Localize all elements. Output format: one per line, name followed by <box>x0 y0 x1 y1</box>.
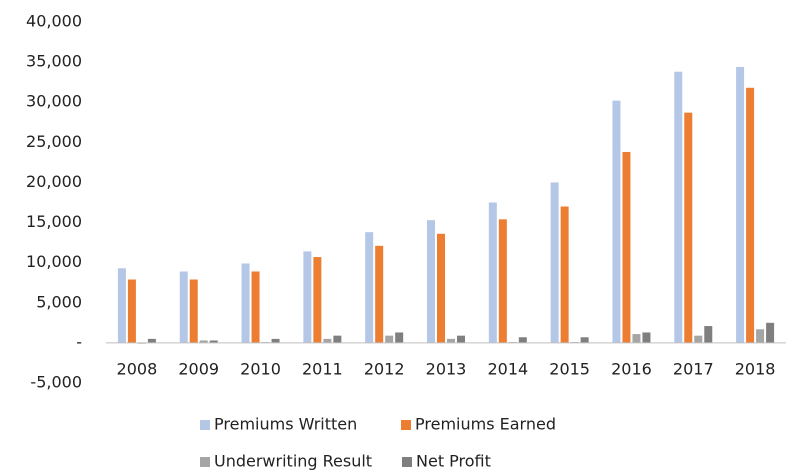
legend-swatch <box>200 420 210 430</box>
legend-label: Premiums Written <box>214 415 357 434</box>
bar <box>189 279 198 343</box>
x-tick-label: 2016 <box>611 360 652 379</box>
x-tick-label: 2011 <box>302 360 343 379</box>
bar <box>375 245 384 343</box>
bar <box>437 233 445 343</box>
bar <box>395 332 404 343</box>
bar <box>117 268 126 343</box>
y-tick-label: 40,000 <box>26 12 82 31</box>
bar <box>642 332 651 343</box>
bar <box>694 335 703 343</box>
bar <box>704 326 713 343</box>
y-tick-label: 30,000 <box>26 92 82 111</box>
bar <box>127 279 136 343</box>
bar <box>746 87 755 343</box>
bar <box>684 112 693 343</box>
y-tick-label: 15,000 <box>26 212 82 231</box>
bar <box>365 232 374 343</box>
bar <box>323 338 332 343</box>
legend-label: Underwriting Result <box>214 452 372 471</box>
y-tick-label: 10,000 <box>26 252 82 271</box>
y-tick-label: 35,000 <box>26 52 82 71</box>
legend-swatch <box>401 420 411 430</box>
bar <box>736 66 745 343</box>
legend-swatch <box>200 457 210 467</box>
y-tick-label: 5,000 <box>36 292 82 311</box>
bar <box>612 100 621 343</box>
x-tick-label: 2012 <box>364 360 405 379</box>
x-tick-label: 2013 <box>426 360 467 379</box>
bar <box>550 182 559 343</box>
bar <box>457 335 465 343</box>
bar <box>674 71 683 343</box>
bar <box>385 335 394 343</box>
x-tick-label: 2009 <box>178 360 219 379</box>
x-tick-label: 2008 <box>117 360 158 379</box>
bar <box>179 271 188 343</box>
bar <box>498 219 507 343</box>
bar <box>518 337 527 343</box>
bar <box>447 338 455 343</box>
x-tick-label: 2010 <box>240 360 281 379</box>
x-tick-label: 2017 <box>673 360 714 379</box>
bar <box>766 322 775 343</box>
bar <box>488 202 497 343</box>
bar <box>427 220 435 343</box>
bar <box>271 338 280 343</box>
y-tick-label: - <box>76 332 82 351</box>
bar <box>580 337 589 343</box>
bar <box>241 263 250 343</box>
y-tick-label: -5,000 <box>30 373 82 392</box>
x-tick-label: 2018 <box>735 360 776 379</box>
bar <box>756 329 765 343</box>
bar <box>632 334 641 343</box>
bar <box>313 257 322 343</box>
legend-label: Premiums Earned <box>415 415 556 434</box>
bar <box>251 271 260 343</box>
bar <box>303 251 312 343</box>
bar <box>209 340 218 343</box>
bar <box>199 340 208 343</box>
y-tick-label: 20,000 <box>26 172 82 191</box>
bar <box>560 206 569 343</box>
bar <box>333 335 342 343</box>
legend-swatch <box>402 457 412 467</box>
y-tick-label: 25,000 <box>26 132 82 151</box>
x-tick-label: 2015 <box>549 360 590 379</box>
legend-label: Net Profit <box>416 452 491 471</box>
bar <box>147 338 156 343</box>
x-tick-label: 2014 <box>487 360 528 379</box>
bar <box>622 151 631 343</box>
